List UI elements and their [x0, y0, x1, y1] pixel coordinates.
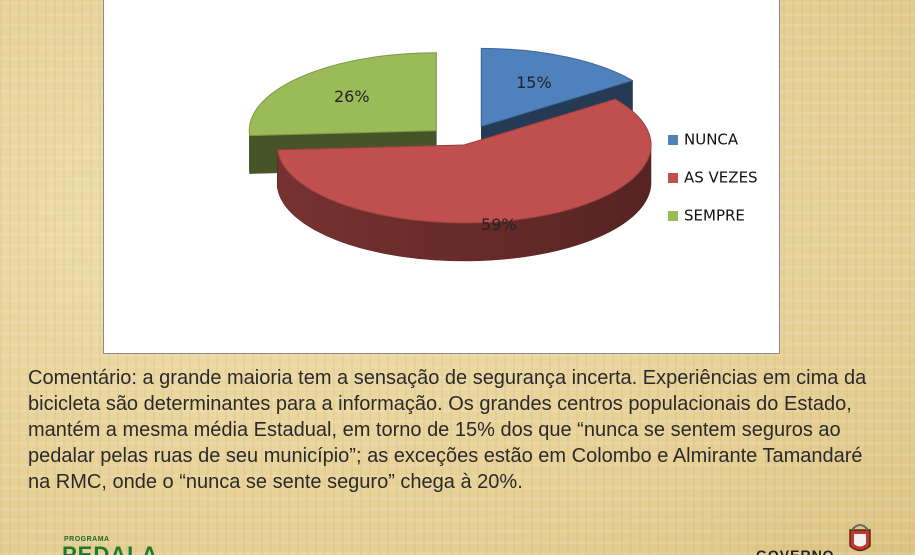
legend: NUNCA AS VEZES SEMPRE — [668, 131, 758, 225]
coat-of-arms-icon — [849, 524, 871, 552]
legend-swatch-nunca — [668, 135, 678, 145]
data-label-as-vezes: 59% — [481, 215, 517, 234]
legend-label-sempre: SEMPRE — [684, 207, 745, 225]
slice-as-vezes — [276, 98, 652, 224]
government-logo: GOVERNO — [752, 520, 882, 555]
slice-sempre — [248, 52, 437, 137]
logo-pedala-text: PEDALA — [62, 542, 159, 555]
legend-label-nunca: NUNCA — [684, 131, 739, 149]
legend-swatch-sempre — [668, 211, 678, 221]
data-label-sempre: 26% — [334, 87, 370, 106]
logo-program-text: PROGRAMA — [64, 536, 110, 543]
comment-text: Comentário: a grande maioria tem a sensa… — [28, 367, 867, 493]
logo-governo-text: GOVERNO — [756, 547, 835, 555]
chart-panel: 15% 59% 26% NUNCA AS VEZES SEMPRE — [103, 0, 780, 354]
pie-chart: 15% 59% 26% NUNCA AS VEZES SEMPRE — [248, 47, 758, 262]
pie-tops: 15% 59% 26% — [248, 47, 652, 234]
legend-swatch-as-vezes — [668, 173, 678, 183]
data-label-nunca: 15% — [516, 73, 552, 92]
pedala-logo: PROGRAMA PEDALA — [62, 533, 192, 555]
legend-label-as-vezes: AS VEZES — [684, 169, 758, 187]
slice-nunca — [480, 47, 634, 128]
